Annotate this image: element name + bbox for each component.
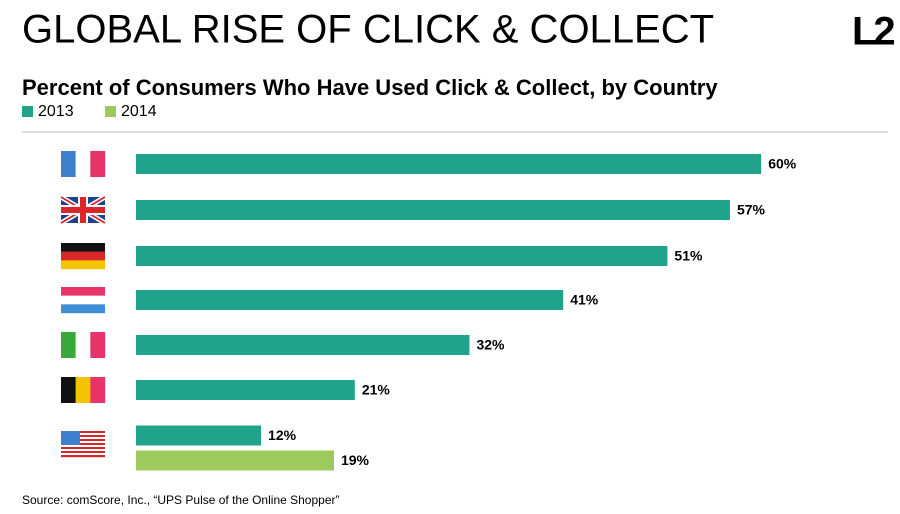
flag (61, 377, 106, 403)
value-label: 21% (362, 382, 391, 398)
flag-part (90, 151, 106, 177)
chart-title: GLOBAL RISE OF CLICK & COLLECT (22, 8, 714, 52)
flag-part (61, 431, 105, 434)
flag-part (61, 453, 105, 456)
flag-part (61, 437, 105, 440)
flag-part (61, 295, 105, 305)
flag-part (61, 455, 105, 458)
bar (136, 290, 564, 310)
flag-part (75, 332, 91, 358)
bar (136, 246, 668, 266)
bar (136, 450, 334, 471)
flag-part (75, 377, 91, 403)
legend-label: 2014 (121, 103, 157, 120)
flag-part (61, 433, 105, 436)
value-label: 51% (674, 248, 703, 264)
bar (136, 380, 355, 400)
bar (136, 200, 730, 220)
chart-subtitle: Percent of Consumers Who Have Used Click… (22, 75, 718, 100)
flag-part (61, 439, 105, 442)
flag (61, 243, 105, 270)
flag (61, 287, 105, 314)
value-label: 19% (341, 452, 370, 468)
flag-part (61, 431, 80, 445)
flag-part (61, 304, 105, 314)
bar (136, 335, 470, 355)
flag-part (61, 451, 105, 454)
legend-swatch (105, 106, 116, 117)
flag-part (61, 260, 105, 270)
legend-swatch (22, 106, 33, 117)
flag-part (90, 332, 106, 358)
value-label: 57% (737, 202, 766, 218)
flag-part (61, 443, 105, 446)
value-label: 41% (570, 292, 599, 308)
value-label: 12% (268, 427, 297, 443)
flag-part (61, 445, 105, 448)
flag-part (61, 207, 105, 213)
flag (59, 194, 107, 226)
bar (136, 425, 262, 446)
flag-part (61, 441, 105, 444)
flag (61, 332, 106, 358)
flag-part (61, 449, 105, 452)
flag-part (61, 151, 76, 177)
source: Source: comScore, Inc., “UPS Pulse of th… (22, 493, 339, 507)
flag-part (61, 251, 105, 261)
flag-part (90, 377, 106, 403)
flag-part (61, 435, 105, 438)
flag-part (61, 243, 105, 252)
bar (136, 154, 762, 174)
value-label: 60% (768, 156, 797, 172)
value-label: 32% (476, 337, 505, 353)
legend-label: 2013 (38, 103, 74, 120)
flag-part (75, 151, 91, 177)
flag (61, 431, 105, 458)
flag-part (61, 447, 105, 450)
flag-part (61, 377, 76, 403)
flag-part (61, 332, 76, 358)
flag-part (61, 287, 105, 296)
logo: L2 (852, 10, 894, 54)
flag (61, 151, 106, 177)
